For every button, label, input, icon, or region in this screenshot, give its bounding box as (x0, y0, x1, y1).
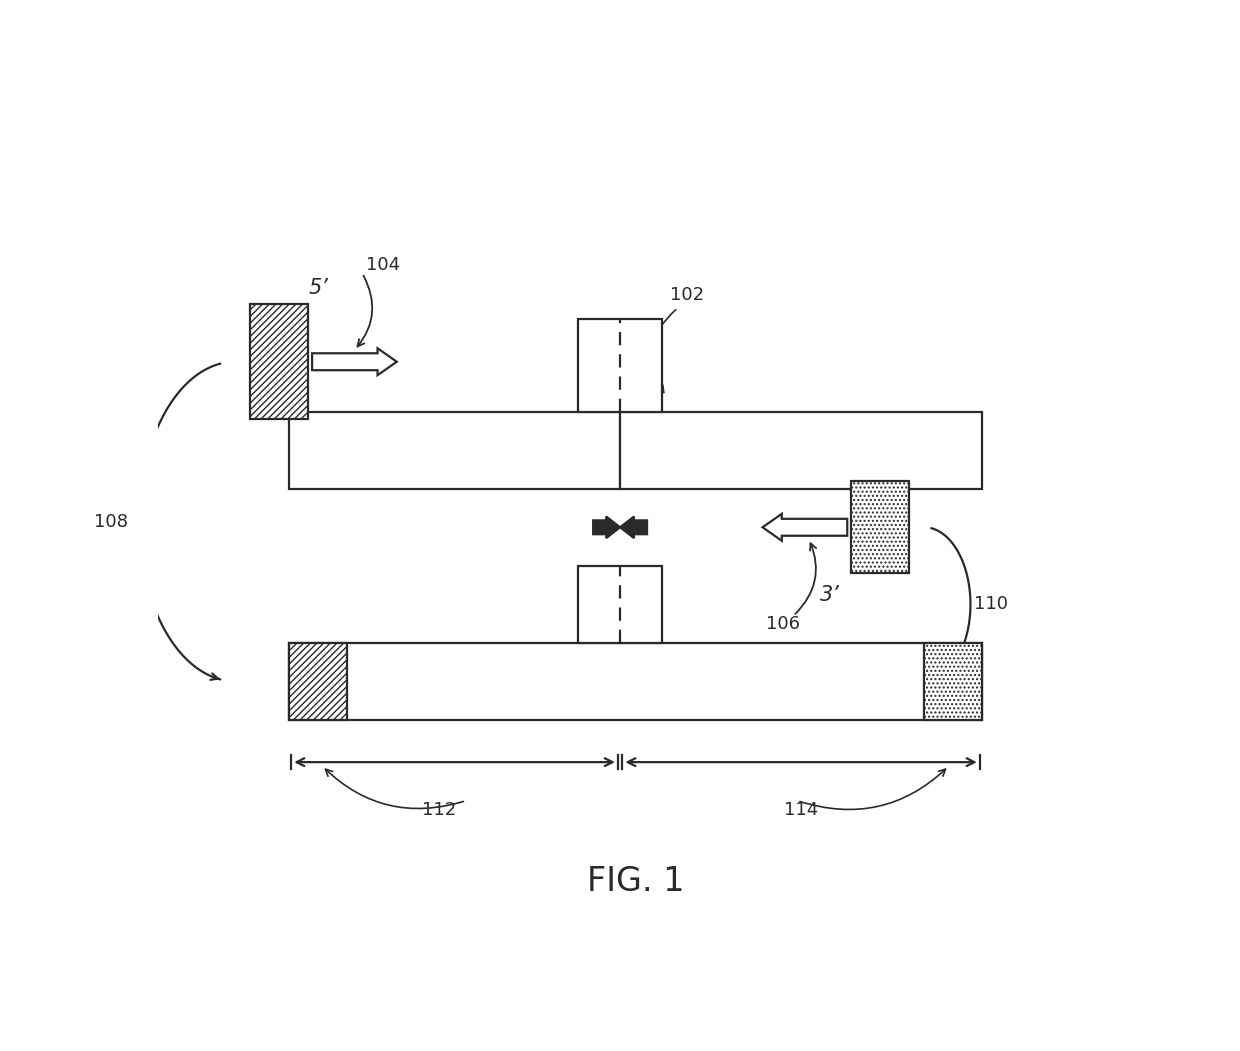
FancyArrow shape (593, 516, 620, 538)
Bar (289, 412, 620, 489)
Text: Fusion ID amplicon: Fusion ID amplicon (510, 668, 761, 695)
Bar (289, 643, 982, 720)
Text: 102: 102 (670, 286, 704, 304)
Text: 114: 114 (784, 801, 818, 819)
Bar (578, 565, 662, 643)
Text: 106: 106 (766, 615, 800, 633)
FancyArrow shape (312, 348, 397, 375)
Bar (578, 320, 662, 412)
FancyArrow shape (620, 516, 647, 538)
Text: 110: 110 (975, 595, 1008, 614)
Text: 108: 108 (94, 513, 128, 531)
Text: 5’: 5’ (309, 277, 329, 297)
Text: Gene A: Gene A (391, 437, 487, 463)
Bar (924, 643, 982, 720)
FancyArrow shape (763, 514, 847, 541)
Text: FIG. 1: FIG. 1 (587, 865, 684, 898)
Bar (851, 481, 909, 574)
Text: 3’: 3’ (821, 585, 841, 605)
Text: 112: 112 (422, 801, 456, 819)
Text: 104: 104 (366, 256, 401, 274)
Text: Gene B: Gene B (760, 437, 857, 463)
Bar (620, 412, 982, 489)
Bar (289, 643, 347, 720)
Bar (250, 304, 309, 419)
